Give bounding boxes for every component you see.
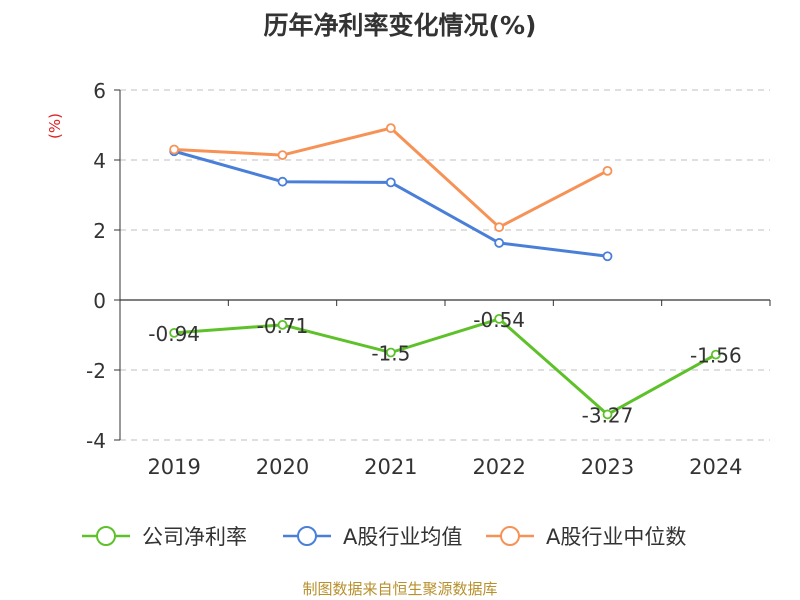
x-tick-label: 2023	[581, 455, 634, 479]
data-point[interactable]	[602, 409, 613, 420]
y-tick-label: -4	[86, 429, 106, 453]
x-tick-label: 2019	[147, 455, 200, 479]
legend-marker	[96, 526, 116, 546]
series-lines	[169, 123, 721, 420]
data-point[interactable]	[277, 150, 288, 161]
data-point[interactable]	[494, 313, 505, 324]
legend-label: A股行业中位数	[546, 525, 686, 549]
legend-item-1[interactable]: A股行业均值	[283, 525, 462, 549]
y-tick-label: 4	[93, 149, 106, 173]
series-line-0	[174, 317, 717, 416]
data-point[interactable]	[602, 251, 613, 262]
data-point[interactable]	[277, 319, 288, 330]
data-point[interactable]	[494, 222, 505, 233]
data-point[interactable]	[169, 144, 180, 155]
data-label: -1.56	[690, 344, 742, 368]
y-tick-label: 2	[93, 219, 106, 243]
data-point[interactable]	[494, 238, 505, 248]
legend-label: A股行业均值	[343, 525, 462, 549]
x-tick-label: 2022	[472, 455, 525, 479]
grid-lines	[120, 89, 770, 441]
data-point[interactable]	[169, 327, 180, 338]
y-tick-label: 0	[93, 289, 106, 313]
source-note: 制图数据来自恒生聚源数据库	[302, 580, 498, 598]
chart-title: 历年净利率变化情况(%)	[263, 11, 537, 40]
axes: 6 4 2 0 -2 -4 2019 2020 2021 2022 2023 2024	[86, 79, 771, 479]
legend-marker	[500, 526, 520, 546]
data-label: -0.54	[473, 308, 525, 332]
x-tick-label: 2021	[364, 455, 417, 479]
x-tick-label: 2024	[689, 455, 742, 479]
data-label: -0.71	[257, 314, 309, 338]
data-label: -3.27	[582, 403, 634, 427]
x-tick-label: 2020	[256, 455, 309, 479]
legend-item-2[interactable]: A股行业中位数	[486, 525, 686, 549]
data-point[interactable]	[710, 349, 721, 360]
legend-label: 公司净利率	[142, 525, 247, 549]
data-point[interactable]	[385, 123, 396, 134]
data-label: -1.5	[371, 342, 410, 366]
data-point[interactable]	[385, 177, 396, 188]
y-axis-unit: (%)	[46, 113, 64, 139]
data-point[interactable]	[385, 347, 396, 358]
legend-item-0[interactable]: 公司净利率	[82, 525, 247, 549]
y-tick-label: -2	[86, 359, 106, 383]
data-label: -0.94	[148, 322, 200, 346]
data-point[interactable]	[602, 165, 613, 176]
data-labels: -0.94 -0.71 -1.5 -0.54 -3.27 -1.56	[148, 308, 741, 428]
y-tick-label: 6	[93, 79, 106, 103]
legend[interactable]: 公司净利率 A股行业均值 A股行业中位数	[82, 525, 686, 549]
data-point[interactable]	[277, 176, 288, 187]
legend-marker	[297, 526, 317, 546]
